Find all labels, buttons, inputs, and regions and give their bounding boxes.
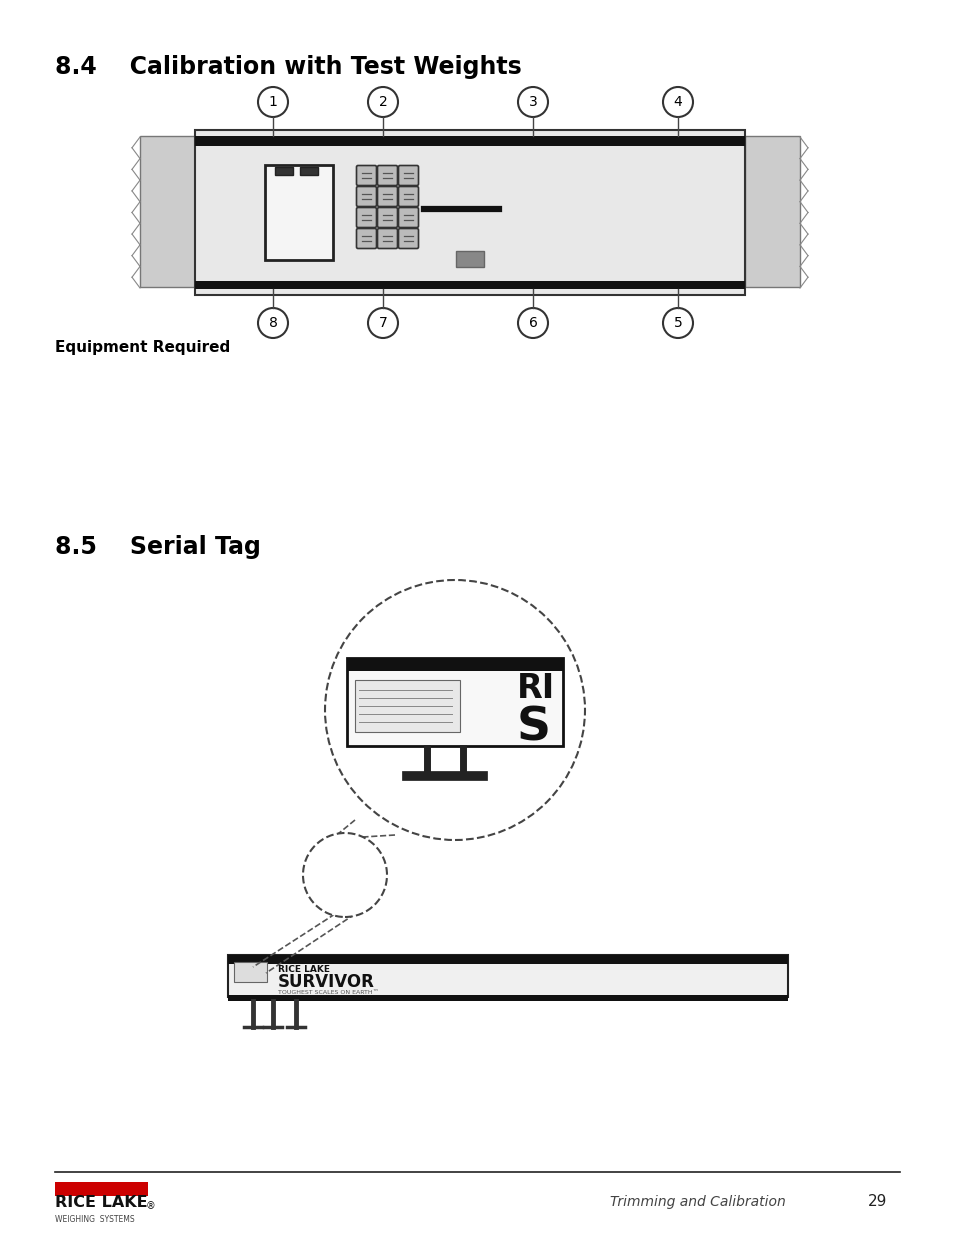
FancyBboxPatch shape (744, 136, 800, 287)
FancyBboxPatch shape (228, 995, 787, 1002)
Text: WEIGHING  SYSTEMS: WEIGHING SYSTEMS (55, 1215, 134, 1224)
FancyBboxPatch shape (233, 962, 267, 982)
Text: 7: 7 (378, 316, 387, 330)
Text: 4: 4 (673, 95, 681, 109)
FancyBboxPatch shape (194, 136, 744, 146)
FancyBboxPatch shape (398, 207, 418, 227)
Text: 5: 5 (673, 316, 681, 330)
Text: S: S (517, 705, 551, 751)
Circle shape (517, 86, 547, 117)
Text: 29: 29 (867, 1194, 886, 1209)
FancyBboxPatch shape (194, 282, 744, 289)
Circle shape (257, 308, 288, 338)
Circle shape (257, 86, 288, 117)
Text: TOUGHEST SCALES ON EARTH™: TOUGHEST SCALES ON EARTH™ (277, 989, 378, 994)
Text: 8: 8 (269, 316, 277, 330)
FancyBboxPatch shape (347, 658, 562, 671)
Circle shape (368, 86, 397, 117)
FancyBboxPatch shape (265, 165, 333, 261)
FancyBboxPatch shape (194, 130, 744, 295)
Circle shape (662, 308, 692, 338)
Text: 3: 3 (528, 95, 537, 109)
FancyBboxPatch shape (356, 165, 376, 185)
Text: RI: RI (517, 672, 555, 704)
FancyBboxPatch shape (377, 186, 397, 206)
Text: 2: 2 (378, 95, 387, 109)
FancyBboxPatch shape (347, 658, 562, 746)
Circle shape (303, 832, 387, 918)
Text: ®: ® (146, 1200, 155, 1212)
Text: Trimming and Calibration: Trimming and Calibration (609, 1195, 785, 1209)
Text: 8.4    Calibration with Test Weights: 8.4 Calibration with Test Weights (55, 56, 521, 79)
Circle shape (325, 580, 584, 840)
Circle shape (368, 308, 397, 338)
FancyBboxPatch shape (228, 955, 787, 997)
Circle shape (662, 86, 692, 117)
FancyBboxPatch shape (398, 228, 418, 248)
FancyBboxPatch shape (377, 228, 397, 248)
FancyBboxPatch shape (274, 167, 293, 175)
Circle shape (517, 308, 547, 338)
FancyBboxPatch shape (356, 228, 376, 248)
Text: 8.5    Serial Tag: 8.5 Serial Tag (55, 535, 260, 559)
Text: 1: 1 (269, 95, 277, 109)
FancyBboxPatch shape (55, 1182, 148, 1195)
FancyBboxPatch shape (355, 680, 459, 732)
FancyBboxPatch shape (299, 167, 317, 175)
Text: RICE LAKE: RICE LAKE (55, 1195, 148, 1210)
Text: 6: 6 (528, 316, 537, 330)
FancyBboxPatch shape (377, 165, 397, 185)
Text: RICE LAKE: RICE LAKE (277, 965, 330, 973)
FancyBboxPatch shape (398, 165, 418, 185)
FancyBboxPatch shape (456, 251, 483, 267)
Text: Equipment Required: Equipment Required (55, 340, 230, 354)
FancyBboxPatch shape (377, 207, 397, 227)
FancyBboxPatch shape (356, 186, 376, 206)
FancyBboxPatch shape (228, 955, 787, 965)
FancyBboxPatch shape (398, 186, 418, 206)
FancyBboxPatch shape (356, 207, 376, 227)
Text: SURVIVOR: SURVIVOR (277, 973, 375, 990)
FancyBboxPatch shape (140, 136, 194, 287)
